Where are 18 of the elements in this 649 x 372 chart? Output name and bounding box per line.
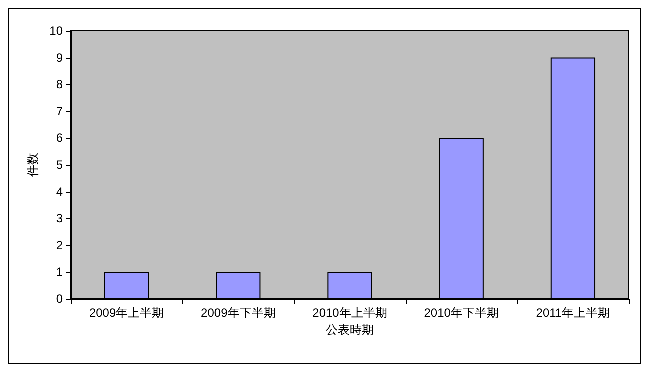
y-axis-title: 件数 xyxy=(26,153,40,177)
y-tick-label: 6 xyxy=(56,131,64,146)
y-tick-label: 8 xyxy=(56,78,64,92)
y-tick-label: 0 xyxy=(56,292,64,306)
y-tick-label: 5 xyxy=(56,158,64,172)
y-tick-label: 4 xyxy=(56,184,64,199)
y-tick-label: 3 xyxy=(56,212,64,226)
x-tick-label: 2009年上半期 xyxy=(89,306,164,320)
x-tick-label: 2009年下半期 xyxy=(201,306,276,320)
y-tick-label: 10 xyxy=(50,24,64,38)
y-tick-label: 9 xyxy=(56,50,64,65)
y-tick-label: 2 xyxy=(56,238,64,252)
x-axis-title: 公表時期 xyxy=(326,322,374,337)
x-tick-label: 2010年下半期 xyxy=(424,306,499,320)
y-tick-label: 7 xyxy=(56,104,64,118)
y-tick-label: 1 xyxy=(56,265,64,280)
x-tick-label: 2010年上半期 xyxy=(312,306,388,320)
x-tick-label: 2011年上半期 xyxy=(536,306,610,320)
